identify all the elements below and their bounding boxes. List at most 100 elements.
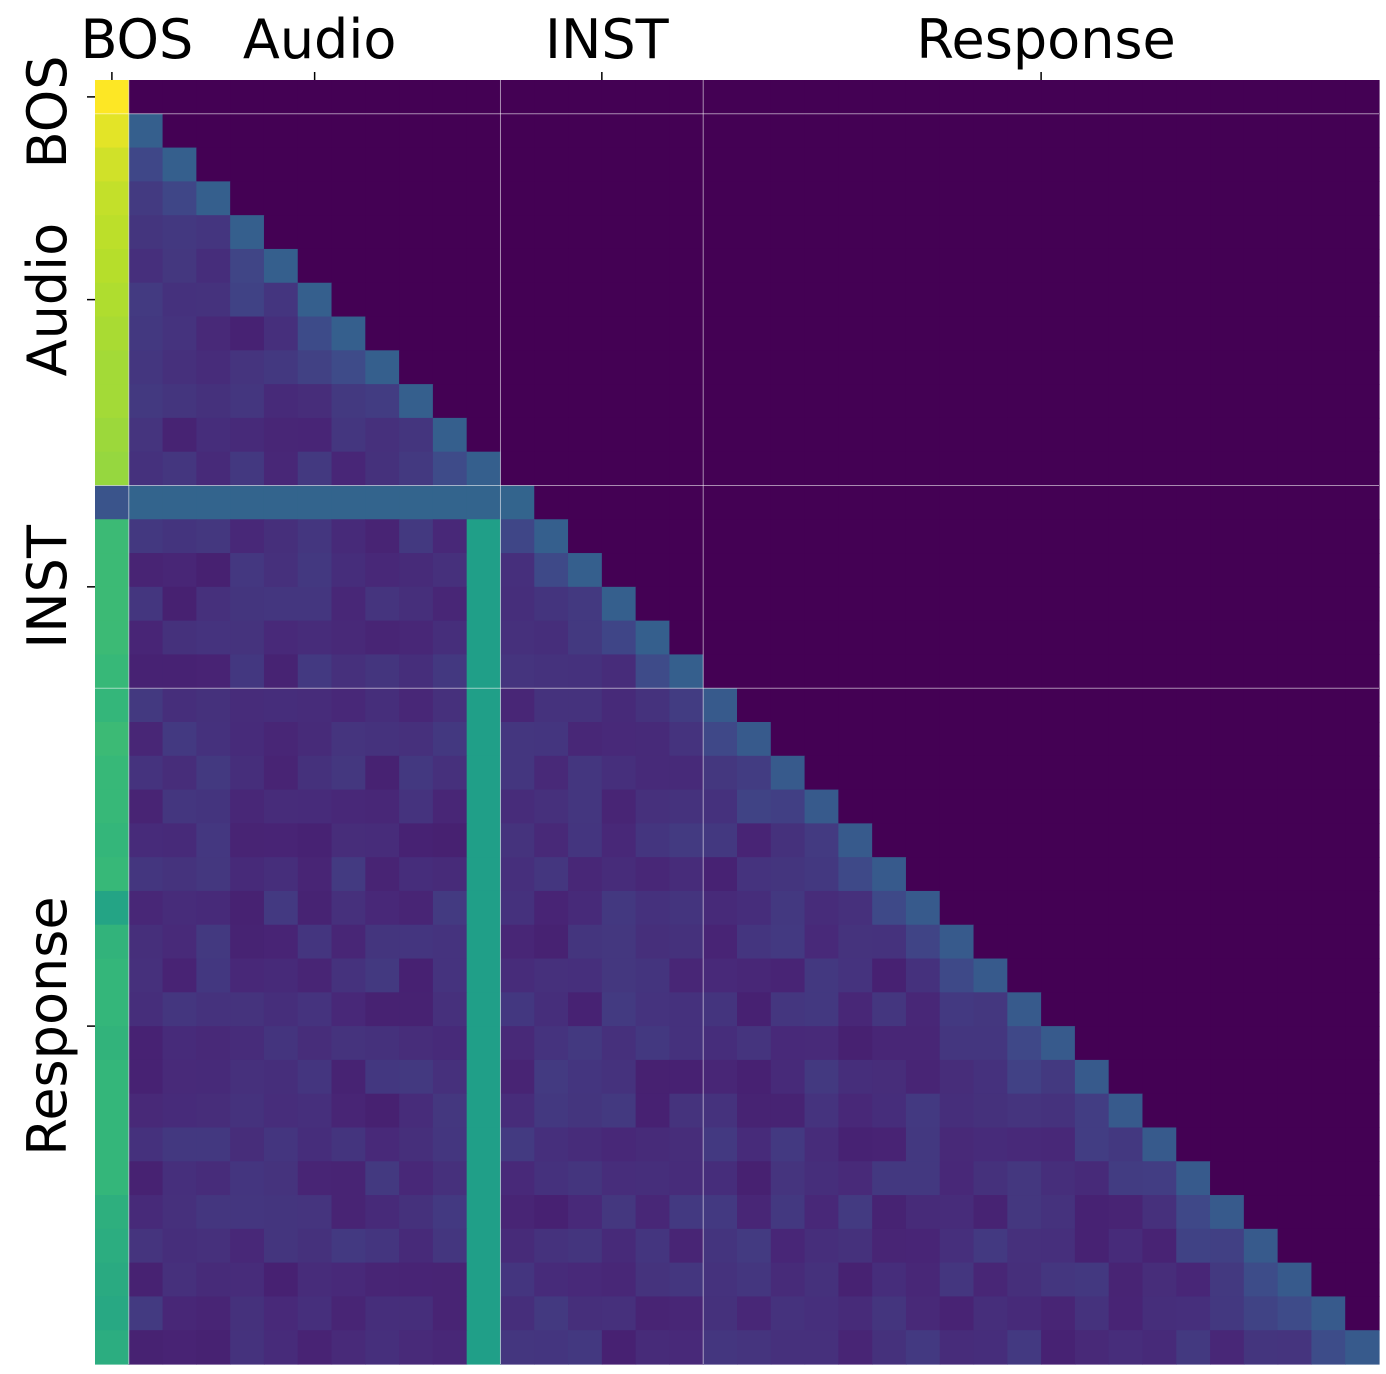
heatmap-cell <box>838 553 873 588</box>
heatmap-cell <box>601 654 637 689</box>
heatmap-cell <box>297 181 333 216</box>
heatmap-cell <box>939 181 975 216</box>
heatmap-cell <box>635 384 671 419</box>
heatmap-cell <box>466 485 502 520</box>
heatmap-cell <box>466 1127 502 1162</box>
heatmap-cell <box>838 755 873 791</box>
heatmap-cell <box>466 80 502 115</box>
heatmap-cell <box>872 1093 907 1129</box>
heatmap-cell <box>196 1330 231 1365</box>
heatmap-cell <box>872 248 907 284</box>
heatmap-cell <box>399 451 434 487</box>
heatmap-cell <box>534 1195 569 1230</box>
heatmap-cell <box>1142 282 1177 318</box>
heatmap-cell <box>1210 823 1245 858</box>
heatmap-cell <box>196 620 231 656</box>
heatmap-cell <box>1041 215 1076 250</box>
heatmap-cell <box>196 519 231 554</box>
heatmap-cell <box>1345 1228 1380 1264</box>
heatmap-cell <box>1142 113 1177 149</box>
heatmap-cell <box>1311 1127 1346 1162</box>
heatmap-cell <box>1176 992 1211 1027</box>
heatmap-cell <box>601 113 637 149</box>
heatmap-cell <box>601 890 637 926</box>
heatmap-cell <box>804 1262 839 1298</box>
heatmap-cell <box>365 248 400 284</box>
heatmap-cell <box>432 620 468 656</box>
heatmap-cell <box>838 1026 873 1061</box>
heatmap-cell <box>399 350 434 385</box>
heatmap-cell <box>399 857 434 892</box>
heatmap-cell <box>703 1161 738 1196</box>
heatmap-cell <box>331 755 366 791</box>
heatmap-cell <box>635 1296 671 1331</box>
heatmap-cell <box>939 417 975 453</box>
heatmap-cell <box>500 755 535 791</box>
heatmap-cell <box>263 1195 299 1230</box>
heatmap-cell <box>635 248 671 284</box>
heatmap-cell <box>737 823 772 858</box>
heatmap-cell <box>331 586 366 622</box>
heatmap-cell <box>500 1127 535 1162</box>
heatmap-cell <box>669 1296 704 1331</box>
heatmap-cell <box>1007 147 1042 182</box>
heatmap-cell <box>737 1228 772 1264</box>
heatmap-cell <box>331 1195 366 1230</box>
heatmap-cell <box>95 451 130 487</box>
heatmap-cell <box>1311 485 1346 520</box>
heatmap-cell <box>939 1228 975 1264</box>
heatmap-cell <box>1007 519 1042 554</box>
heatmap-cell <box>1007 553 1042 588</box>
heatmap-cell <box>1007 1059 1042 1095</box>
heatmap-cell <box>703 282 738 318</box>
heatmap-cell <box>737 80 772 115</box>
heatmap-cell <box>1311 316 1346 351</box>
heatmap-cell <box>1243 823 1279 858</box>
heatmap-cell <box>737 248 772 284</box>
heatmap-cell <box>399 586 434 622</box>
heatmap-cell <box>838 1296 873 1331</box>
heatmap-cell <box>230 1093 265 1129</box>
heatmap-cell <box>669 1161 704 1196</box>
heatmap-cell <box>1243 80 1279 115</box>
heatmap-cell <box>635 316 671 351</box>
heatmap-cell <box>128 1059 164 1095</box>
heatmap-cell <box>1108 553 1144 588</box>
heatmap-cell <box>1142 417 1177 453</box>
heatmap-cell <box>95 857 130 892</box>
heatmap-cell <box>669 992 704 1027</box>
heatmap-cell <box>737 857 772 892</box>
heatmap-cell <box>1176 1262 1211 1298</box>
heatmap-cell <box>196 181 231 216</box>
heatmap-cell <box>905 857 941 892</box>
heatmap-cell <box>635 485 671 520</box>
heatmap-cell <box>466 282 502 318</box>
heatmap-cell <box>162 1330 197 1365</box>
heatmap-cell <box>399 1127 434 1162</box>
heatmap-cell <box>1176 688 1211 723</box>
heatmap-cell <box>905 620 941 656</box>
heatmap-cell <box>939 147 975 182</box>
heatmap-cell <box>1311 890 1346 926</box>
heatmap-cell <box>534 1296 569 1331</box>
heatmap-cell <box>1074 924 1110 960</box>
heatmap-cell <box>770 1228 806 1264</box>
heatmap-cell <box>128 890 164 926</box>
heatmap-cell <box>399 924 434 960</box>
heatmap-cell <box>297 553 333 588</box>
heatmap-cell <box>1311 823 1346 858</box>
heatmap-cell <box>500 1093 535 1129</box>
heatmap-cell <box>872 316 907 351</box>
heatmap-cell <box>128 924 164 960</box>
heatmap-cell <box>939 890 975 926</box>
heatmap-cell <box>365 485 400 520</box>
heatmap-cell <box>669 417 704 453</box>
heatmap-cell <box>399 113 434 149</box>
heatmap-cell <box>973 654 1008 689</box>
heatmap-cell <box>162 80 197 115</box>
heatmap-cell <box>331 722 366 757</box>
heatmap-cell <box>601 992 637 1027</box>
heatmap-cell <box>297 1093 333 1129</box>
heatmap-cell <box>1176 1296 1211 1331</box>
x-tick-label-response: Response <box>916 8 1175 71</box>
